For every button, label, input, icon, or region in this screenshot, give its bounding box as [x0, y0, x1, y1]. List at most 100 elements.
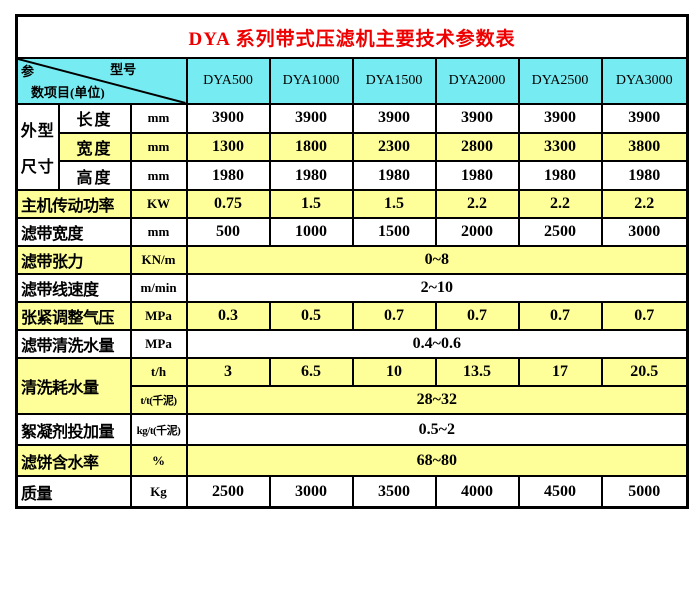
- diagonal-corner-cell: 型号 参 数项目(单位): [15, 57, 188, 105]
- value-cell: 0.5: [268, 301, 354, 331]
- value-cell: 3900: [600, 103, 689, 134]
- row-cake-moisture: 滤饼含水率 % 68~80: [15, 444, 689, 477]
- row-height: 高度 mm 1980 1980 1980 1980 1980 1980: [17, 160, 689, 191]
- row-label: 主机传动功率: [15, 189, 132, 219]
- row-drive-power: 主机传动功率 KW 0.75 1.5 1.5 2.2 2.2 2.2: [15, 189, 689, 219]
- unit-cell: t/h: [129, 357, 188, 387]
- row-belt-width: 滤带宽度 mm 500 1000 1500 2000 2500 3000: [15, 217, 689, 247]
- value-cell: 3900: [268, 103, 354, 134]
- model-header-dya1000: DYA1000: [268, 57, 354, 105]
- value-cell: 2.2: [434, 189, 520, 219]
- value-cell: 1.5: [268, 189, 354, 219]
- row-wash-water-th: 清洗耗水量 t/h 3 6.5 10 13.5 17 20.5: [15, 357, 689, 415]
- row-label: 滤饼含水率: [15, 444, 132, 477]
- unit-cell: t/t(千泥): [129, 385, 188, 415]
- group-label-line2: 尺寸: [20, 159, 55, 176]
- value-cell: 4000: [434, 475, 520, 509]
- unit-cell: MPa: [129, 329, 188, 359]
- value-cell: 3: [185, 357, 271, 387]
- model-header-dya500: DYA500: [185, 57, 271, 105]
- value-cell: 3900: [434, 103, 520, 134]
- row-tension-pressure: 张紧调整气压 MPa 0.3 0.5 0.7 0.7 0.7 0.7: [15, 301, 689, 331]
- value-cell: 5000: [600, 475, 689, 509]
- value-cell: 500: [185, 217, 271, 247]
- value-cell: 1300: [185, 131, 271, 163]
- spec-table: DYA 系列带式压滤机主要技术参数表 型号 参 数项目(单位) DYA500 D…: [15, 14, 690, 509]
- model-header-dya2500: DYA2500: [517, 57, 603, 105]
- value-cell: 2000: [434, 217, 520, 247]
- value-cell: 2.2: [517, 189, 603, 219]
- row-length: 外型 尺寸 长度 mm 3900 3900 3900 3900 3900 390…: [15, 103, 689, 191]
- unit-cell: mm: [129, 131, 188, 163]
- corner-model-label: 型号: [110, 62, 137, 77]
- merged-value-cell: 2~10: [185, 273, 689, 303]
- row-label: 张紧调整气压: [15, 301, 132, 331]
- value-cell: 0.3: [185, 301, 271, 331]
- value-cell: 3800: [600, 131, 689, 163]
- row-label: 滤带宽度: [15, 217, 132, 247]
- value-cell: 3900: [185, 103, 271, 134]
- unit-cell: mm: [129, 103, 188, 134]
- model-header-dya2000: DYA2000: [434, 57, 520, 105]
- unit-cell: MPa: [129, 301, 188, 331]
- row-mass: 质量 Kg 2500 3000 3500 4000 4500 5000: [15, 475, 689, 509]
- value-cell: 2500: [185, 475, 271, 509]
- merged-value-cell: 0.4~0.6: [185, 329, 689, 359]
- corner-param-label-line2: 数项目(单位): [31, 85, 105, 100]
- value-cell: 0.7: [351, 301, 437, 331]
- value-cell: 3300: [517, 131, 603, 163]
- value-cell: 4500: [517, 475, 603, 509]
- value-cell: 3900: [517, 103, 603, 134]
- value-cell: 0.7: [517, 301, 603, 331]
- row-label: 宽度: [57, 131, 132, 163]
- unit-cell: KW: [129, 189, 188, 219]
- value-cell: 2800: [434, 131, 520, 163]
- row-wash-water-tt: t/t(千泥) 28~32: [17, 385, 689, 415]
- row-label: 长度: [57, 103, 132, 134]
- page-title: DYA 系列带式压滤机主要技术参数表: [188, 28, 516, 50]
- value-cell: 1980: [517, 160, 603, 191]
- value-cell: 17: [517, 357, 603, 387]
- row-width: 宽度 mm 1300 1800 2300 2800 3300 3800: [17, 131, 689, 163]
- merged-value-cell: 0.5~2: [185, 413, 689, 446]
- row-belt-speed: 滤带线速度 m/min 2~10: [15, 273, 689, 303]
- value-cell: 3000: [268, 475, 354, 509]
- merged-value-cell: 28~32: [185, 385, 689, 415]
- row-label: 滤带张力: [15, 245, 132, 275]
- value-cell: 0.75: [185, 189, 271, 219]
- unit-cell: mm: [129, 160, 188, 191]
- unit-cell: KN/m: [129, 245, 188, 275]
- value-cell: 3000: [600, 217, 689, 247]
- model-header-dya3000: DYA3000: [600, 57, 689, 105]
- value-cell: 1000: [268, 217, 354, 247]
- unit-cell: kg/t(千泥): [129, 413, 188, 446]
- group-label-line1: 外型: [20, 123, 55, 140]
- value-cell: 6.5: [268, 357, 354, 387]
- value-cell: 2300: [351, 131, 437, 163]
- unit-cell: %: [129, 444, 188, 477]
- row-belt-tension: 滤带张力 KN/m 0~8: [15, 245, 689, 275]
- row-label: 质量: [15, 475, 132, 509]
- merged-value-cell: 0~8: [185, 245, 689, 275]
- header-row: 型号 参 数项目(单位) DYA500 DYA1000 DYA1500 DYA2…: [15, 57, 689, 105]
- unit-cell: m/min: [129, 273, 188, 303]
- model-header-dya1500: DYA1500: [351, 57, 437, 105]
- diagonal-line: [18, 59, 186, 103]
- row-flocculant-dosage: 絮凝剂投加量 kg/t(千泥) 0.5~2: [15, 413, 689, 446]
- value-cell: 1980: [351, 160, 437, 191]
- row-label: 絮凝剂投加量: [15, 413, 132, 446]
- value-cell: 2.2: [600, 189, 689, 219]
- merged-value-cell: 68~80: [185, 444, 689, 477]
- row-label: 滤带清洗水量: [15, 329, 132, 359]
- value-cell: 1980: [600, 160, 689, 191]
- unit-cell: mm: [129, 217, 188, 247]
- corner-param-label-line1: 参: [21, 64, 35, 79]
- row-belt-wash-pressure: 滤带清洗水量 MPa 0.4~0.6: [15, 329, 689, 359]
- value-cell: 13.5: [434, 357, 520, 387]
- value-cell: 1980: [434, 160, 520, 191]
- value-cell: 3900: [351, 103, 437, 134]
- row-label: 高度: [57, 160, 132, 191]
- row-label: 清洗耗水量: [15, 357, 132, 415]
- value-cell: 10: [351, 357, 437, 387]
